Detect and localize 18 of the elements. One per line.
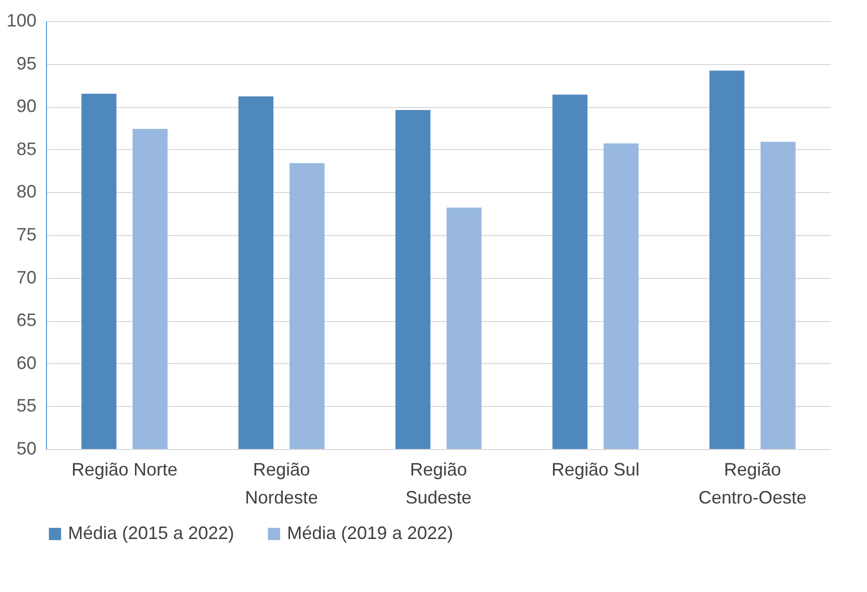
legend-label: Média (2019 a 2022) [287,523,454,543]
y-tick-label: 70 [16,267,36,288]
y-tick-label: 80 [16,182,36,202]
x-tick-label: Região Sul [551,460,640,480]
x-tick-label: Região Centro-Oeste [698,460,807,508]
y-tick-label: 95 [16,53,36,74]
y-tick-label: 65 [16,310,36,330]
x-tick-label: Região Sudeste [405,460,472,508]
y-tick-label: 85 [16,138,36,159]
y-tick-label: 50 [16,438,36,458]
y-tick-label: 55 [16,396,36,416]
y-tick-label: 75 [16,224,36,244]
y-tick-label: 90 [16,96,36,116]
y-tick-label: 100 [6,10,36,30]
x-tick-label: Região Norte [71,460,178,480]
x-tick-label: Região Nordeste [244,460,318,508]
legend-label: Média (2015 a 2022) [68,523,234,543]
y-tick-label: 60 [16,352,36,373]
